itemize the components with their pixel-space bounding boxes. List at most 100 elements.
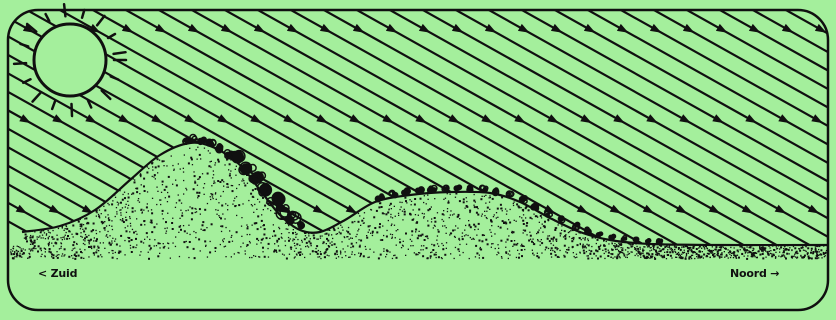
soil-dot [231,234,233,237]
soil-dot [217,180,220,182]
sun-ray-line [140,10,742,246]
soil-dot [141,212,143,214]
arrowhead-icon [319,23,332,33]
soil-dot [198,191,201,194]
arrowhead-icon [375,295,387,304]
soil-dot [483,195,485,197]
soil-dot [509,221,512,224]
soil-dot [423,217,425,219]
soil-dot [240,225,243,227]
soil-dot [677,251,680,254]
soil-dot [477,207,479,210]
soil-dot [230,177,232,179]
soil-dot [582,247,584,249]
soil-dot [588,249,590,251]
arrowhead-icon [210,295,222,304]
soil-dot [583,247,585,249]
soil-dot [789,247,791,249]
soil-dot [88,256,90,258]
soil-dot [28,255,31,258]
soil-dot [37,245,40,248]
soil-dot [394,254,396,256]
soil-dot [112,237,114,239]
soil-dot [72,244,75,247]
soil-dot [214,164,216,166]
soil-dot [263,255,266,258]
soil-dot [773,249,776,251]
soil-dot [712,254,714,256]
soil-dot [402,219,404,221]
soil-dot [611,243,613,245]
soil-dot [616,255,619,258]
soil-dot [75,255,78,258]
soil-dot [571,237,573,240]
soil-dot [163,165,165,167]
soil-dot [520,207,522,209]
soil-dot [166,165,168,167]
soil-dot [222,190,224,193]
arrowhead-icon [342,295,354,304]
arrowhead-icon [85,114,97,124]
soil-dot [111,228,114,231]
soil-dot [674,245,676,247]
sun-ray-line [635,10,828,246]
soil-dot [197,195,200,197]
soil-dot [598,248,601,250]
soil-dot [249,242,251,244]
soil-dot [64,254,66,256]
shrub-mark [646,238,652,244]
soil-dot [157,255,160,258]
shrub-mark [632,236,639,243]
soil-dot [181,212,183,214]
soil-dot [792,245,795,248]
soil-dot [52,229,54,232]
soil-dot [44,238,47,240]
soil-dot [515,243,518,246]
soil-dot [594,237,596,239]
soil-dot [253,211,255,213]
soil-dot [317,249,319,252]
soil-dot [133,231,135,234]
soil-dot [42,237,44,239]
soil-dot [161,213,163,215]
soil-dot [385,235,388,238]
soil-dot [552,236,555,239]
soil-dot [305,241,308,244]
soil-dot [238,184,240,186]
soil-dot [608,243,610,245]
soil-dot [537,240,539,242]
soil-dot [458,239,461,241]
soil-dot [93,254,95,256]
soil-dot [329,229,331,231]
soil-dot [48,235,50,238]
soil-dot [319,253,322,256]
soil-dot [230,158,233,161]
arrowhead-icon [220,23,233,33]
soil-dot [262,246,264,249]
soil-dot [587,255,589,257]
soil-dot [756,256,758,258]
soil-dot [473,206,476,209]
soil-dot [246,227,249,230]
soil-dot [448,201,450,204]
soil-dot [166,201,169,203]
soil-dot [634,248,636,250]
soil-dot [509,254,511,256]
soil-dot [157,242,160,245]
soil-dot [747,255,749,257]
soil-dot [534,215,537,217]
soil-dot [599,255,602,258]
soil-dot [383,248,385,250]
soil-dot [99,231,101,233]
soil-dot [51,256,53,258]
soil-dot [225,256,227,258]
soil-dot [190,158,193,161]
soil-dot [31,236,34,239]
soil-dot [79,248,81,250]
soil-dot [486,206,489,209]
soil-dot [647,256,649,258]
soil-dot [249,233,251,236]
diagram-frame [6,8,830,312]
soil-dot [722,246,724,249]
soil-dot [666,251,669,254]
